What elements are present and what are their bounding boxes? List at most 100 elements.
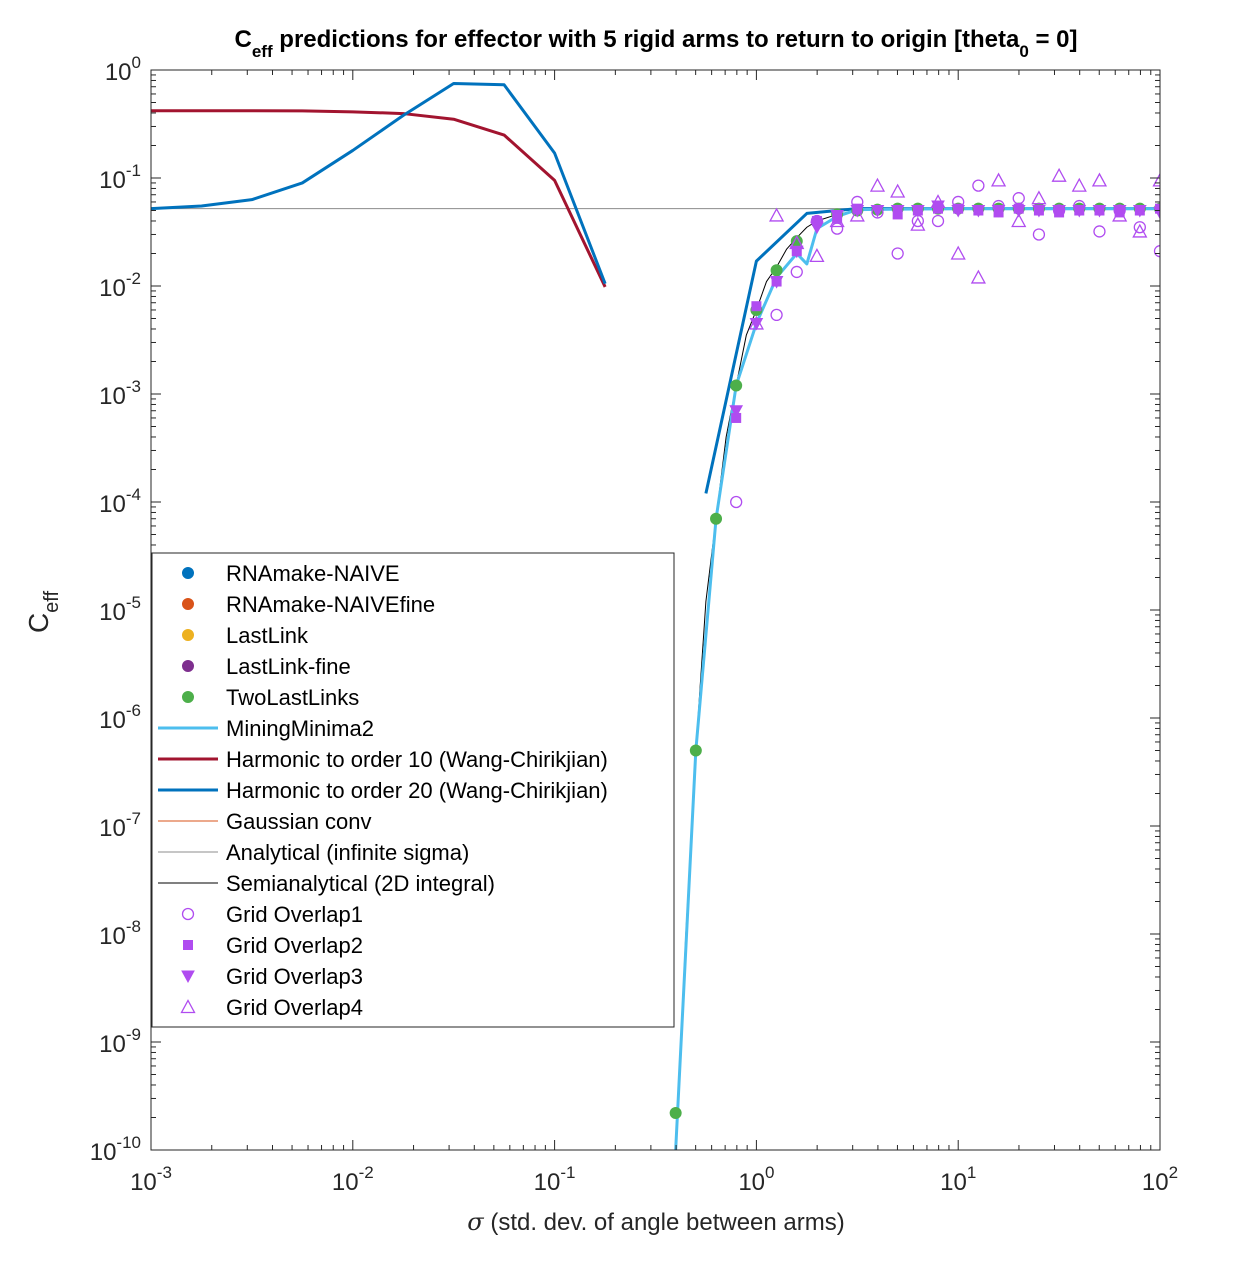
y-tick-label: 10-3 bbox=[99, 377, 141, 410]
data-point-grid-overlap4 bbox=[1011, 213, 1027, 228]
legend-label: Harmonic to order 10 (Wang-Chirikjian) bbox=[226, 747, 608, 772]
data-point-grid-overlap1 bbox=[1032, 228, 1046, 241]
data-point-grid-overlap3 bbox=[729, 405, 744, 418]
data-point-grid-overlap3 bbox=[1072, 205, 1087, 218]
data-point-grid-overlap4 bbox=[970, 269, 986, 284]
legend-label: LastLink-fine bbox=[226, 654, 351, 679]
legend-swatch bbox=[181, 970, 195, 984]
x-axis-label: σ (std. dev. of angle between arms) bbox=[467, 1208, 844, 1236]
y-tick-label: 10-10 bbox=[90, 1133, 141, 1166]
legend-item-miningminima2: MiningMinima2 bbox=[158, 716, 374, 741]
legend-item-semianalytical-2d-integral: Semianalytical (2D integral) bbox=[158, 871, 495, 896]
legend-item-lastlink-fine: LastLink-fine bbox=[182, 654, 351, 679]
data-point-grid-overlap3 bbox=[991, 205, 1006, 218]
legend-item-analytical-infinite-sigma: Analytical (infinite sigma) bbox=[158, 840, 469, 865]
x-tick-label: 100 bbox=[738, 1163, 774, 1196]
x-tick-label: 10-1 bbox=[534, 1163, 576, 1196]
data-point-grid-overlap3 bbox=[1052, 205, 1066, 218]
legend-label: Analytical (infinite sigma) bbox=[226, 840, 469, 865]
legend-label: LastLink bbox=[226, 623, 309, 648]
data-point-grid-overlap3 bbox=[769, 276, 784, 289]
legend-item-grid-overlap1: Grid Overlap1 bbox=[181, 902, 363, 927]
data-point-grid-overlap3 bbox=[1112, 205, 1127, 218]
data-point-grid-overlap3 bbox=[1092, 205, 1107, 218]
legend-swatch bbox=[183, 940, 193, 950]
legend-label: Gaussian conv bbox=[226, 809, 372, 834]
legend-label: Grid Overlap2 bbox=[226, 933, 363, 958]
legend-item-grid-overlap4: Grid Overlap4 bbox=[180, 995, 363, 1020]
legend-label: Grid Overlap3 bbox=[226, 964, 363, 989]
data-point-grid-overlap1 bbox=[770, 308, 783, 322]
data-point-grid-overlap4 bbox=[890, 183, 906, 198]
data-point-grid-overlap4 bbox=[849, 207, 865, 222]
y-tick-label: 10-9 bbox=[99, 1025, 141, 1058]
legend-item-grid-overlap2: Grid Overlap2 bbox=[183, 933, 363, 958]
legend-label: Harmonic to order 20 (Wang-Chirikjian) bbox=[226, 778, 608, 803]
legend-swatch bbox=[180, 999, 196, 1014]
x-tick-label: 10-2 bbox=[332, 1163, 374, 1196]
y-tick-label: 10-1 bbox=[99, 161, 141, 194]
series-line-harmonic-to-order-20-wang-chirikjian-0 bbox=[151, 81, 607, 285]
data-point-grid-overlap3 bbox=[1132, 205, 1147, 218]
legend-label: RNAmake-NAIVE bbox=[226, 561, 400, 586]
data-point-grid-overlap1 bbox=[1093, 225, 1106, 238]
data-point-grid-overlap1 bbox=[891, 247, 904, 260]
data-point-twolastlinks bbox=[710, 512, 723, 525]
data-point-grid-overlap3 bbox=[931, 200, 945, 214]
data-point-twolastlinks bbox=[730, 379, 743, 392]
legend-label: Semianalytical (2D integral) bbox=[226, 871, 495, 896]
data-point-twolastlinks bbox=[669, 1107, 682, 1120]
legend-swatch bbox=[182, 629, 194, 641]
data-point-grid-overlap4 bbox=[950, 245, 966, 260]
legend-label: TwoLastLinks bbox=[226, 685, 359, 710]
x-tick-label: 102 bbox=[1142, 1163, 1178, 1196]
data-point-grid-overlap1 bbox=[931, 214, 945, 228]
data-point-grid-overlap1 bbox=[730, 495, 743, 509]
legend-item-rnamake-naivefine: RNAmake-NAIVEfine bbox=[182, 592, 435, 617]
legend-item-gaussian-conv: Gaussian conv bbox=[158, 809, 372, 834]
data-point-twolastlinks bbox=[689, 744, 702, 757]
legend-swatch bbox=[182, 691, 194, 703]
data-point-grid-overlap3 bbox=[870, 205, 885, 218]
y-tick-label: 10-7 bbox=[99, 809, 141, 842]
series-line-harmonic-to-order-10-wang-chirikjian-0 bbox=[151, 109, 607, 288]
data-point-grid-overlap4 bbox=[1071, 177, 1087, 192]
legend-swatch bbox=[182, 598, 194, 610]
data-point-grid-overlap1 bbox=[1133, 221, 1146, 234]
series-harmonic-to-order-10-wang-chirikjian bbox=[151, 109, 607, 288]
data-point-grid-overlap3 bbox=[911, 205, 925, 218]
data-point-grid-overlap4 bbox=[1031, 190, 1047, 205]
legend-item-harmonic-to-order-20-wang-chirikjian: Harmonic to order 20 (Wang-Chirikjian) bbox=[158, 778, 608, 803]
y-tick-label: 10-4 bbox=[99, 485, 141, 518]
data-point-twolastlinks bbox=[770, 264, 783, 277]
legend-box bbox=[151, 552, 675, 1028]
data-point-grid-overlap3 bbox=[830, 209, 844, 223]
y-tick-label: 10-5 bbox=[99, 593, 141, 626]
data-point-grid-overlap1 bbox=[972, 179, 985, 192]
data-point-grid-overlap4 bbox=[1051, 167, 1067, 182]
data-point-grid-overlap4 bbox=[768, 207, 785, 222]
legend-item-rnamake-naive: RNAmake-NAIVE bbox=[182, 561, 400, 586]
legend-swatch bbox=[182, 660, 194, 672]
y-tick-label: 100 bbox=[105, 53, 141, 86]
data-point-grid-overlap3 bbox=[749, 317, 764, 331]
axes: 10-3 10-2 10-1 100 101 102 10-10 10-9 10-8 10-7 10… bbox=[90, 53, 1178, 1196]
y-axis-label: Ceff bbox=[23, 591, 63, 634]
legend-swatch bbox=[182, 567, 194, 579]
data-point-grid-overlap3 bbox=[890, 205, 905, 218]
legend-label: Grid Overlap4 bbox=[226, 995, 363, 1020]
x-tick-label: 10-3 bbox=[130, 1163, 172, 1196]
data-point-grid-overlap4 bbox=[1132, 223, 1148, 238]
data-point-grid-overlap3 bbox=[1011, 205, 1026, 218]
data-point-grid-overlap4 bbox=[910, 216, 926, 231]
data-point-grid-overlap4 bbox=[1152, 172, 1160, 187]
data-point-grid-overlap4 bbox=[809, 248, 825, 263]
data-point-grid-overlap1 bbox=[790, 265, 803, 279]
y-tick-label: 10-6 bbox=[99, 701, 141, 734]
data-point-grid-overlap3 bbox=[971, 205, 986, 218]
data-point-grid-overlap3 bbox=[1032, 205, 1046, 218]
legend-item-twolastlinks: TwoLastLinks bbox=[182, 685, 359, 710]
legend-item-grid-overlap3: Grid Overlap3 bbox=[181, 964, 363, 989]
